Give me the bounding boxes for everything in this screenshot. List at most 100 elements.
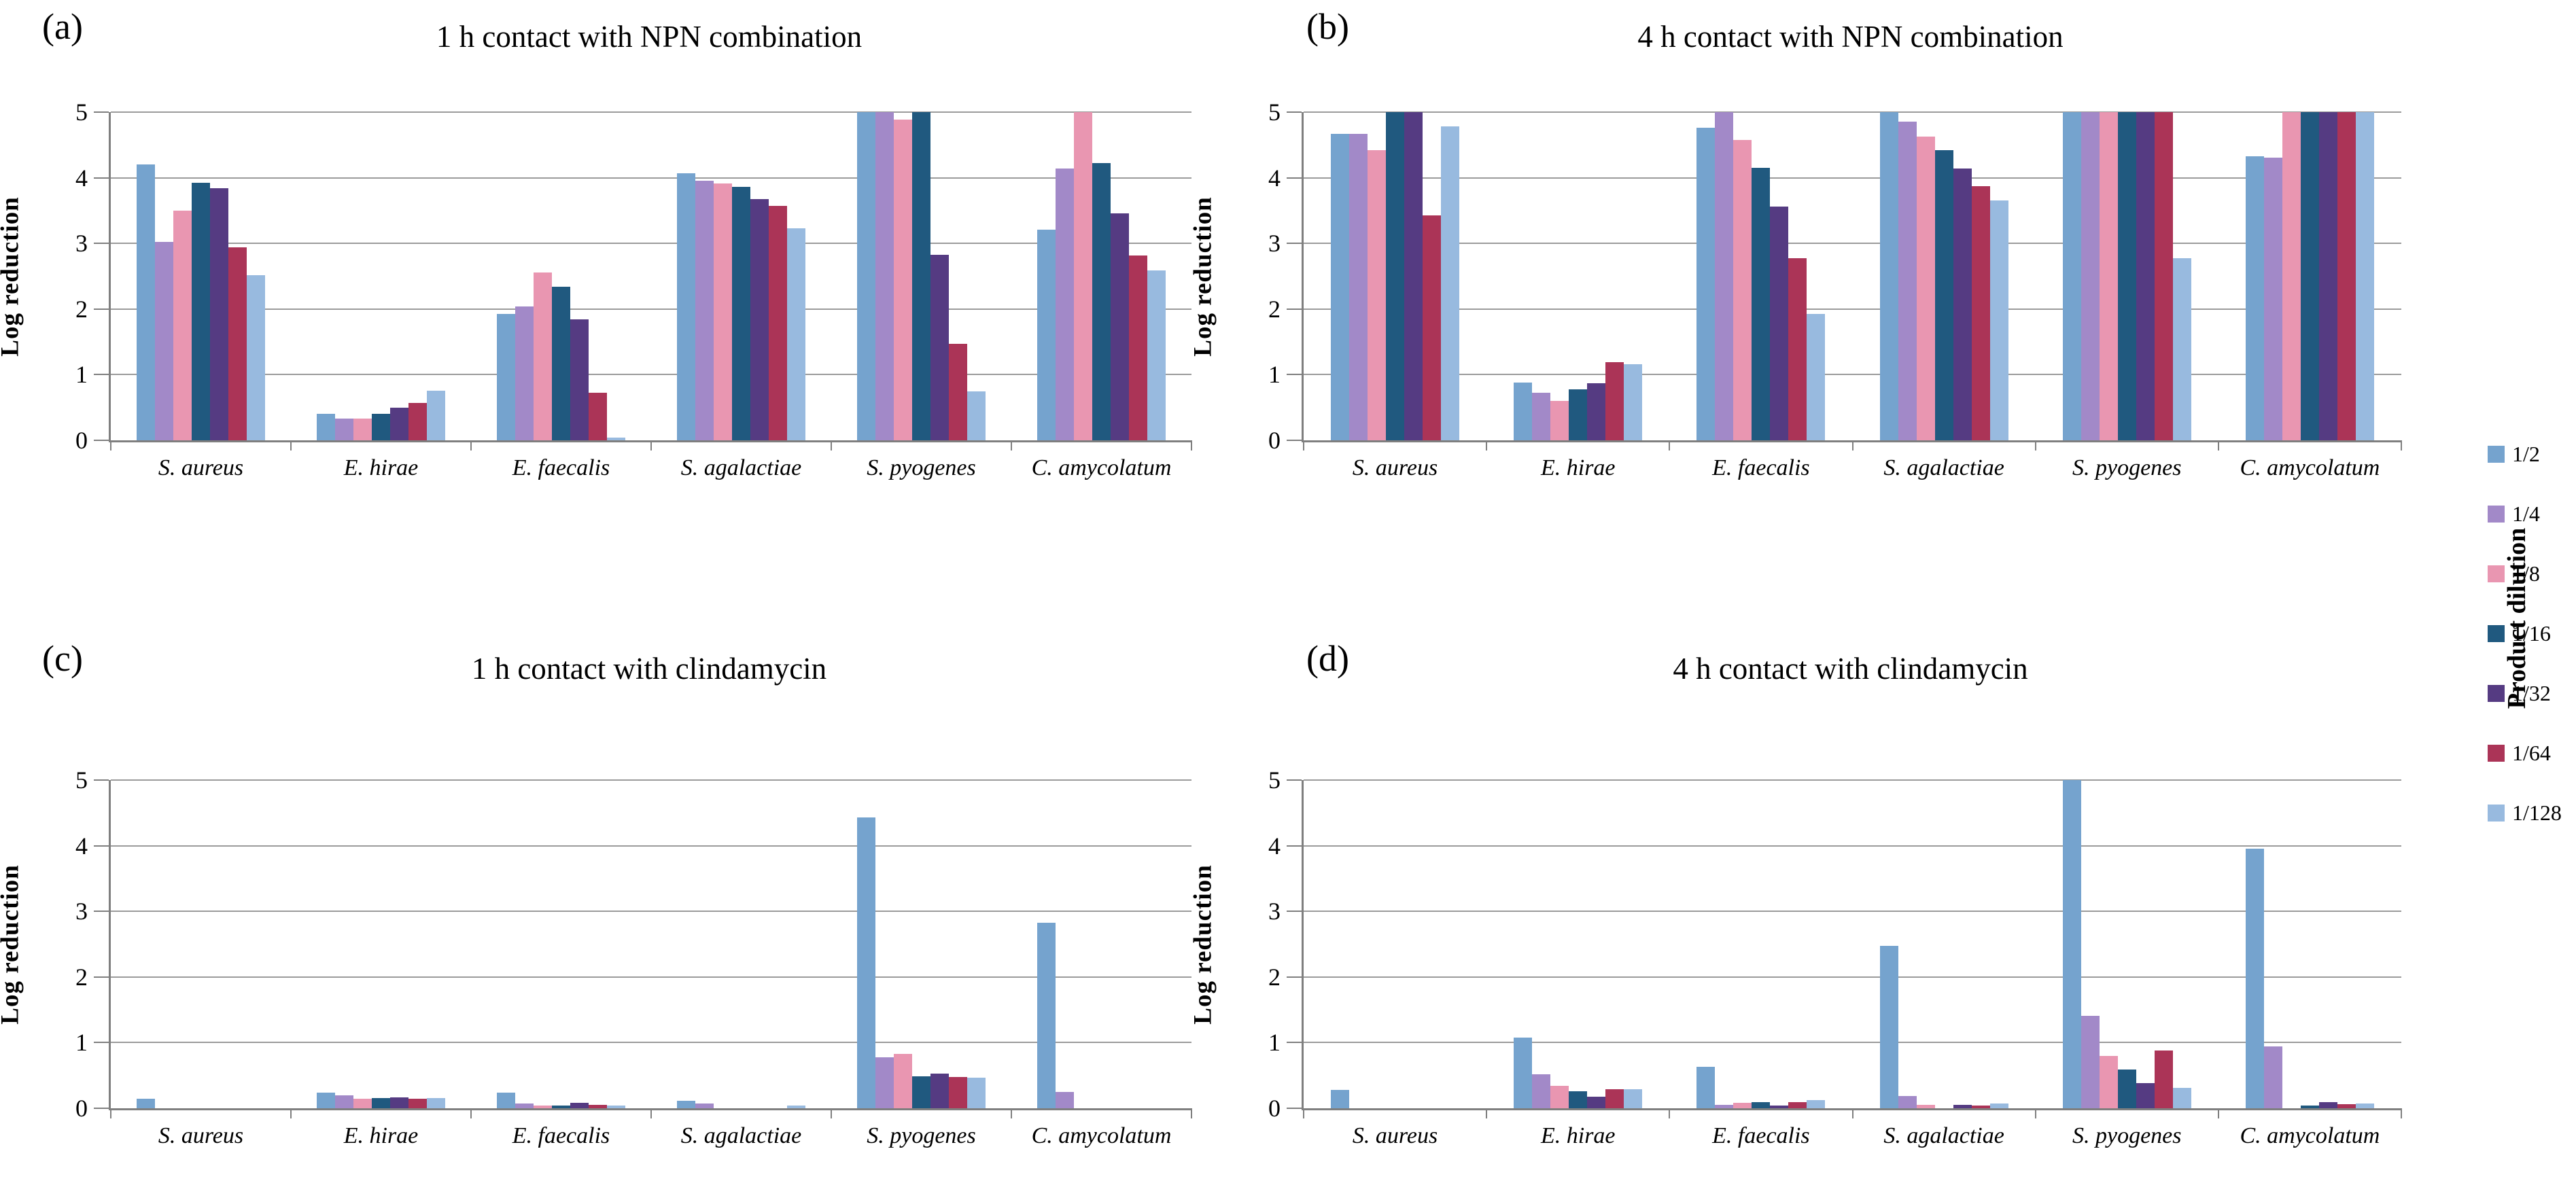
bar-1/128 xyxy=(1147,270,1166,440)
bar-1/64 xyxy=(588,393,607,440)
bar-1/128 xyxy=(786,228,805,440)
bar-1/64 xyxy=(2154,112,2173,440)
gridline xyxy=(1304,911,2401,913)
bar-1/2 xyxy=(136,164,155,440)
x-tick-mark xyxy=(1486,1108,1488,1118)
y-tick-label: 4 xyxy=(1268,832,1281,860)
y-tick-label: 1 xyxy=(75,361,88,389)
y-tick-mark xyxy=(94,374,109,376)
bar-group xyxy=(111,780,291,1108)
x-tick-mark xyxy=(1303,1108,1304,1118)
legend-entries: 1/2 1/4 1/8 1/16 1/32 1/64 1/128 xyxy=(2488,424,2562,843)
bar-1/64 xyxy=(948,1076,967,1108)
bar-1/32 xyxy=(389,1097,408,1108)
bar-group xyxy=(1011,112,1191,440)
y-tick-label: 4 xyxy=(75,832,88,860)
gridline xyxy=(111,911,1191,913)
bar-group xyxy=(2218,780,2401,1108)
bar-1/8 xyxy=(1550,1086,1569,1108)
bar-1/8 xyxy=(893,119,912,440)
bar-1/64 xyxy=(1788,258,1807,440)
bar-1/8 xyxy=(1733,1103,1752,1108)
y-axis-title-c: Log reduction xyxy=(0,864,24,1025)
bar-1/4 xyxy=(1055,169,1074,440)
y-tick-mark xyxy=(94,1108,109,1109)
legend-swatch xyxy=(2488,684,2505,702)
legend: Product dilution 1/2 1/4 1/8 1/16 1/32 1/64 1/… xyxy=(2417,0,2576,1183)
y-tick-mark xyxy=(1287,177,1302,179)
bar-1/64 xyxy=(2337,112,2356,440)
x-tick-mark xyxy=(2401,1108,2402,1118)
chart-title-d: 4 h contact with clindamycin xyxy=(1673,652,2028,686)
bar-1/4 xyxy=(1532,393,1551,440)
gridline xyxy=(111,976,1191,978)
bar-group xyxy=(111,112,291,440)
gridline xyxy=(1304,845,2401,847)
x-tick-mark xyxy=(1191,1108,1192,1118)
chart-panel-c: (c) 1 h contact with clindamycin Log red… xyxy=(0,591,1264,1182)
bar-1/16 xyxy=(1569,1091,1588,1108)
x-tick-mark xyxy=(650,440,652,451)
bar-1/32 xyxy=(1770,207,1789,440)
x-tick-mark xyxy=(1011,440,1012,451)
x-tick-label: C. amycolatum xyxy=(2240,1123,2380,1148)
bar-group xyxy=(2036,780,2218,1108)
x-tick-mark xyxy=(1191,440,1192,451)
bar-1/8 xyxy=(2099,1055,2118,1108)
x-tick-mark xyxy=(650,1108,652,1118)
bar-1/4 xyxy=(2081,112,2100,440)
y-axis-title-a: Log reduction xyxy=(0,196,24,357)
y-tick-mark xyxy=(1287,1108,1302,1109)
bar-1/16 xyxy=(2117,1070,2136,1108)
y-tick-mark xyxy=(1287,243,1302,245)
bar-1/32 xyxy=(2318,112,2337,440)
bar-1/2 xyxy=(1514,383,1533,440)
gridline xyxy=(111,779,1191,781)
bar-1/8 xyxy=(1733,139,1752,440)
bar-1/128 xyxy=(786,1106,805,1108)
bar-group xyxy=(2036,112,2218,440)
bar-group xyxy=(2218,112,2401,440)
bar-group xyxy=(651,112,831,440)
bar-1/2 xyxy=(1514,1037,1533,1108)
panel-label-a: (a) xyxy=(42,6,83,47)
gridline xyxy=(111,243,1191,245)
y-axis-title-b: Log reduction xyxy=(1189,196,1217,357)
x-tick-mark xyxy=(470,1108,472,1118)
legend-label: 1/2 xyxy=(2512,442,2540,466)
bar-1/2 xyxy=(1879,946,1898,1108)
bar-1/64 xyxy=(228,247,247,440)
y-tick-mark xyxy=(94,911,109,913)
x-tick-mark xyxy=(2034,440,2036,451)
bar-1/16 xyxy=(911,1076,930,1108)
panel-label-b: (b) xyxy=(1306,6,1349,47)
bar-1/32 xyxy=(1587,383,1606,440)
bar-1/16 xyxy=(371,414,390,440)
bar-1/2 xyxy=(316,414,335,440)
bar-1/128 xyxy=(606,438,625,440)
bar-1/32 xyxy=(1953,169,1972,440)
y-tick-mark xyxy=(94,308,109,310)
x-tick-mark xyxy=(110,440,111,451)
bar-1/64 xyxy=(2337,1104,2356,1108)
bar-1/8 xyxy=(2282,112,2301,440)
x-tick-label: S. pyogenes xyxy=(2072,1123,2182,1148)
plot-area-c: Log reduction 0 1 2 3 4 5 S. aureus E. hirae E. … xyxy=(0,768,1192,1148)
bar-1/4 xyxy=(1055,1091,1074,1108)
x-tick-label: E. faecalis xyxy=(1712,1123,1810,1148)
bar-1/128 xyxy=(1441,126,1460,440)
bar-1/32 xyxy=(2136,1083,2155,1108)
x-tick-mark xyxy=(2217,440,2219,451)
y-tick-mark xyxy=(1287,779,1302,781)
gridline xyxy=(111,374,1191,376)
bar-1/32 xyxy=(1953,1105,1972,1108)
y-tick-mark xyxy=(1287,308,1302,310)
bar-1/16 xyxy=(371,1097,390,1108)
bar-1/8 xyxy=(713,183,732,440)
bar-1/32 xyxy=(1110,213,1129,440)
panel-label-d: (d) xyxy=(1306,638,1349,679)
legend-swatch xyxy=(2488,445,2505,463)
bar-1/32 xyxy=(750,199,769,440)
bar-1/8 xyxy=(173,210,192,440)
